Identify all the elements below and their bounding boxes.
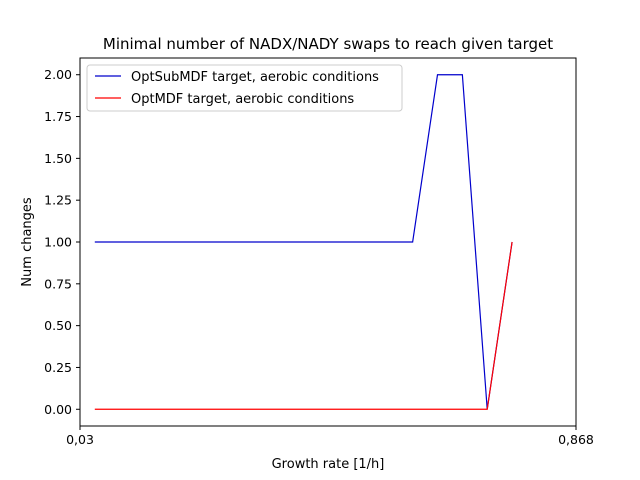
legend: OptSubMDF target, aerobic conditions OptM… (86, 64, 403, 112)
legend-box (86, 64, 403, 112)
series-line-1 (94, 74, 513, 410)
y-tick-label: 1.75 (44, 109, 72, 124)
legend-label-2: OptMDF target, aerobic conditions (131, 92, 354, 107)
y-tick-label: 1.50 (44, 151, 72, 166)
y-axis: 0.00 0.25 0.50 0.75 1.00 1.25 1.50 1.75 2.00 (44, 67, 80, 417)
x-axis-label: Growth rate [1/h] (272, 457, 385, 472)
plot-lines (94, 74, 513, 410)
y-tick-label: 0.75 (44, 276, 72, 291)
y-tick-label: 0.25 (44, 360, 72, 375)
y-tick-label: 0.50 (44, 318, 72, 333)
x-axis: 0,03 0,868 (66, 426, 594, 447)
y-tick-label: 2.00 (44, 67, 72, 82)
x-tick-label: 0,03 (66, 432, 94, 447)
chart-title: Minimal number of NADX/NADY swaps to rea… (103, 35, 553, 53)
series-line-2 (94, 241, 513, 410)
y-tick-label: 1.25 (44, 193, 72, 208)
y-axis-label: Num changes (20, 197, 35, 287)
y-tick-label: 1.00 (44, 235, 72, 250)
x-tick-label: 0,868 (558, 432, 594, 447)
legend-label-1: OptSubMDF target, aerobic conditions (131, 70, 379, 85)
y-tick-label: 0.00 (44, 402, 72, 417)
